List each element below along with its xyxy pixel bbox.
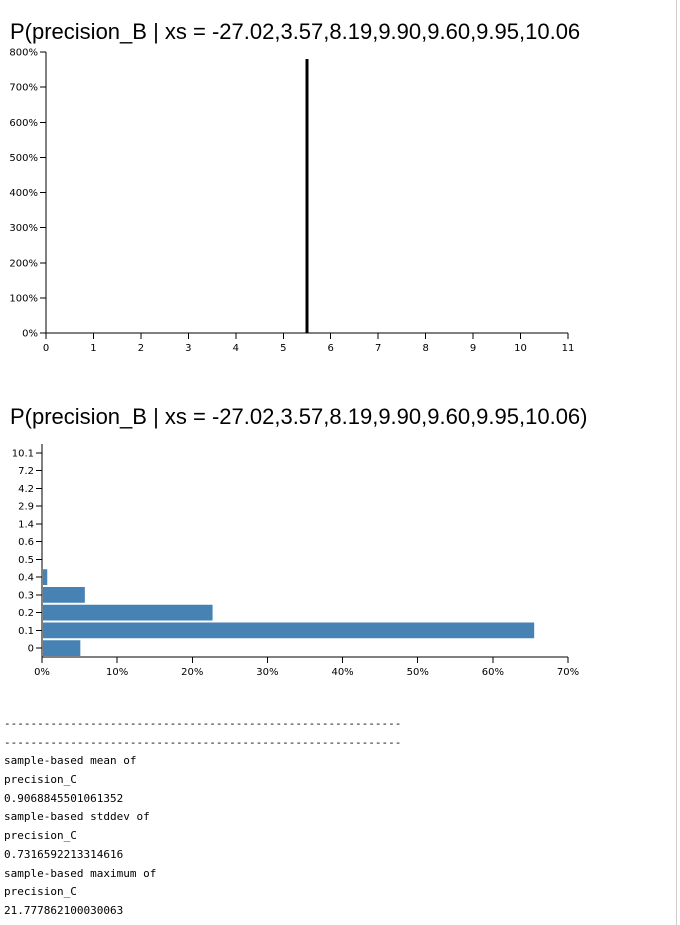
y-tick-label: 10.1: [12, 448, 34, 459]
y-tick-label: 400%: [9, 188, 38, 199]
output-line: ----------------------------------------…: [4, 735, 402, 749]
x-tick-label: 8: [422, 343, 428, 354]
x-tick-label: 5: [280, 343, 286, 354]
y-tick-label: 300%: [9, 223, 38, 234]
x-tick-label: 0%: [34, 667, 50, 678]
output-line: 0.7316592213314616: [4, 847, 124, 861]
histogram-bar: [43, 569, 48, 585]
output-line: 21.777862100030063: [4, 903, 124, 917]
y-tick-label: 4.2: [18, 484, 34, 495]
x-tick-label: 10: [514, 343, 527, 354]
histogram-bar: [43, 622, 535, 639]
histogram-bar: [43, 640, 81, 656]
y-tick-label: 200%: [9, 258, 38, 269]
x-tick-label: 0: [43, 343, 49, 354]
x-tick-label: 10%: [106, 667, 128, 678]
y-tick-label: 1.4: [18, 519, 34, 530]
y-tick-label: 2.9: [18, 502, 34, 513]
y-tick-label: 700%: [9, 83, 38, 94]
output-line: precision_C: [4, 829, 77, 843]
output-line: sample-based maximum of: [4, 866, 157, 880]
output-line: ----------------------------------------…: [4, 717, 402, 730]
histogram-bar: [43, 587, 85, 603]
y-tick-label: 0.3: [18, 590, 34, 601]
output-line: precision_C: [4, 885, 77, 899]
y-tick-label: 0.6: [18, 537, 34, 548]
x-tick-label: 20%: [181, 667, 203, 678]
y-tick-label: 0%: [22, 329, 38, 340]
x-tick-label: 30%: [256, 667, 278, 678]
page-right-border: [676, 0, 677, 925]
x-tick-label: 70%: [557, 667, 579, 678]
x-tick-label: 50%: [407, 667, 429, 678]
y-tick-label: 0.1: [18, 626, 34, 637]
chart-2-histogram: 0 0.1 0.2 0.3 0.4 0.5 0.6 1.4 2.9 4.2 7.2 10.1 0% 10%…: [12, 444, 579, 678]
x-tick-label: 1: [90, 343, 96, 354]
y-tick-label: 0: [28, 644, 34, 655]
histogram-bar: [43, 604, 213, 621]
output-line: precision_C: [4, 773, 77, 787]
y-tick-label: 0.4: [18, 573, 34, 584]
x-tick-label: 9: [470, 343, 476, 354]
y-tick-label: 800%: [9, 48, 38, 59]
x-tick-label: 4: [233, 343, 239, 354]
x-tick-label: 3: [185, 343, 191, 354]
density-bar: [305, 59, 309, 334]
x-tick-label: 6: [328, 343, 334, 354]
output-line: 0.9068845501061352: [4, 791, 124, 805]
x-tick-label: 2: [138, 343, 144, 354]
x-tick-label: 40%: [331, 667, 353, 678]
chart-2-title: P(precision_B | xs = -27.02,3.57,8.19,9.…: [10, 404, 588, 429]
output-line: sample-based stddev of: [4, 810, 150, 824]
console-output: ----------------------------------------…: [4, 715, 401, 921]
y-tick-label: 600%: [9, 118, 38, 129]
y-tick-label: 500%: [9, 153, 38, 164]
output-line: sample-based mean of: [4, 754, 137, 768]
chart-1-density: 0% 100% 200% 300% 400% 500% 600% 700% 800% 0 1 2 3 4 5…: [9, 48, 575, 355]
y-tick-label: 7.2: [18, 466, 34, 477]
x-tick-label: 7: [375, 343, 381, 354]
x-tick-label: 60%: [482, 667, 504, 678]
x-tick-label: 11: [562, 343, 575, 354]
y-tick-label: 0.5: [18, 555, 34, 566]
chart-1-title: P(precision_B | xs = -27.02,3.57,8.19,9.…: [10, 19, 581, 44]
y-tick-label: 0.2: [18, 608, 34, 619]
y-tick-label: 100%: [9, 293, 38, 304]
